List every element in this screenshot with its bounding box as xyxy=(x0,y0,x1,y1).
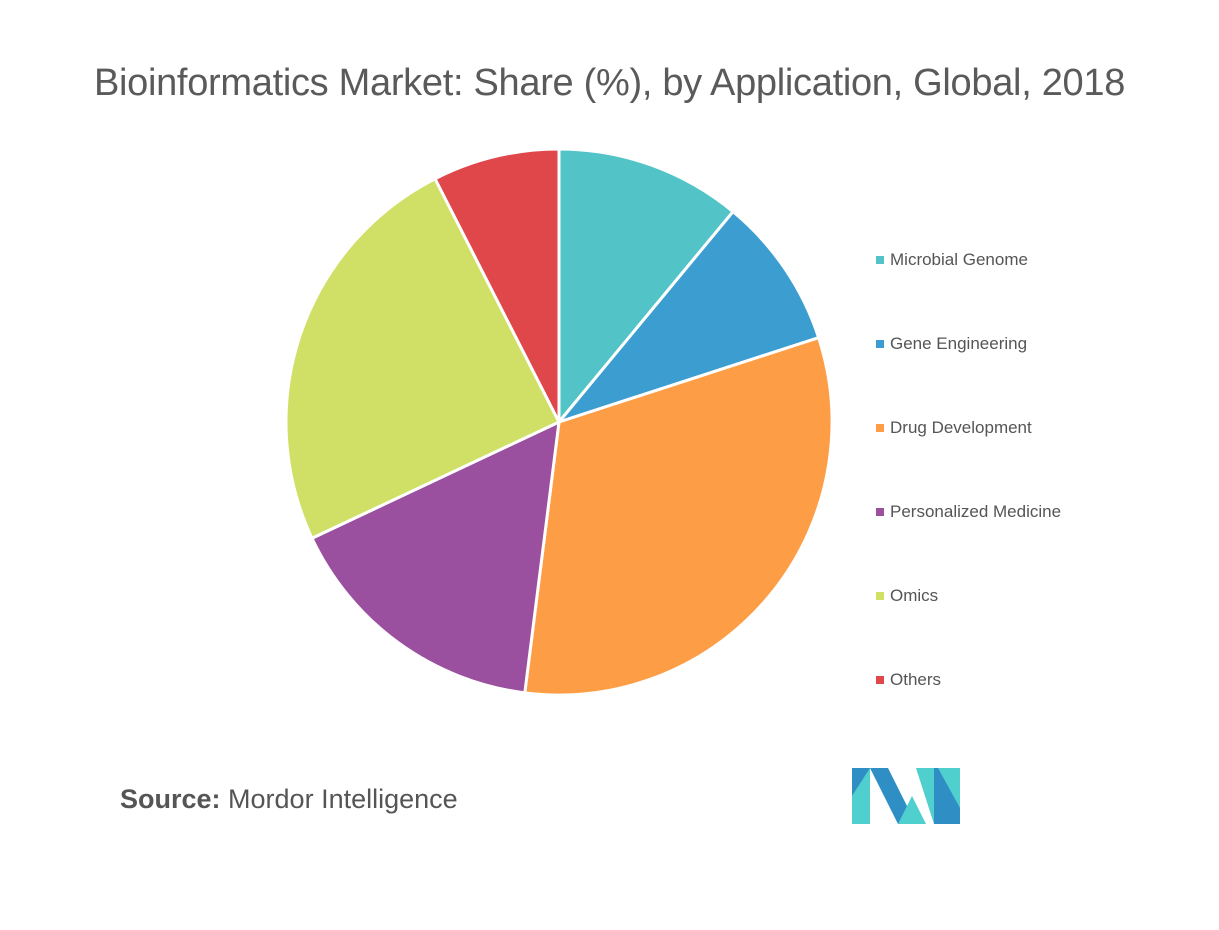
source-value: Mordor Intelligence xyxy=(228,784,458,814)
pie-slice-drug-development xyxy=(523,336,834,697)
legend-label: Microbial Genome xyxy=(890,250,1028,269)
legend-item: Gene Engineering xyxy=(876,332,1196,416)
legend-swatch xyxy=(876,340,884,348)
legend-item: Omics xyxy=(876,584,1196,668)
legend-item: Drug Development xyxy=(876,416,1196,500)
pie-slice-omics xyxy=(284,177,561,540)
source-label: Source: xyxy=(120,784,221,814)
mordor-intelligence-logo xyxy=(852,768,960,824)
pie-slice-gene-engineering xyxy=(557,210,821,424)
chart-legend: Microbial Genome Gene Engineering Drug Dev… xyxy=(876,248,1196,752)
chart-title: Bioinformatics Market: Share (%), by App… xyxy=(93,62,1126,104)
pie-slice-personalized-medicine xyxy=(310,420,561,695)
logo-diagonal xyxy=(870,768,916,824)
source-note: Source: Mordor Intelligence xyxy=(120,784,458,815)
legend-item: Personalized Medicine xyxy=(876,500,1196,584)
legend-label: Drug Development xyxy=(890,418,1032,437)
legend-swatch xyxy=(876,424,884,432)
legend-swatch xyxy=(876,508,884,516)
legend-label: Personalized Medicine xyxy=(890,502,1062,521)
logo-right-teal xyxy=(938,768,960,808)
pie-slice-microbial-genome xyxy=(557,147,735,424)
legend-label: Others xyxy=(890,670,942,689)
logo-teal-middle xyxy=(898,796,926,824)
pie-slice-others xyxy=(433,147,561,424)
legend-label: Gene Engineering xyxy=(890,334,1028,353)
legend-swatch xyxy=(876,256,884,264)
logo-teal-left xyxy=(852,768,870,824)
legend-item: Others xyxy=(876,668,1196,752)
legend-label: Omics xyxy=(890,586,939,605)
legend-item: Microbial Genome xyxy=(876,248,1196,332)
legend-swatch xyxy=(876,592,884,600)
logo-right-diagonal xyxy=(916,768,934,824)
legend-swatch xyxy=(876,676,884,684)
